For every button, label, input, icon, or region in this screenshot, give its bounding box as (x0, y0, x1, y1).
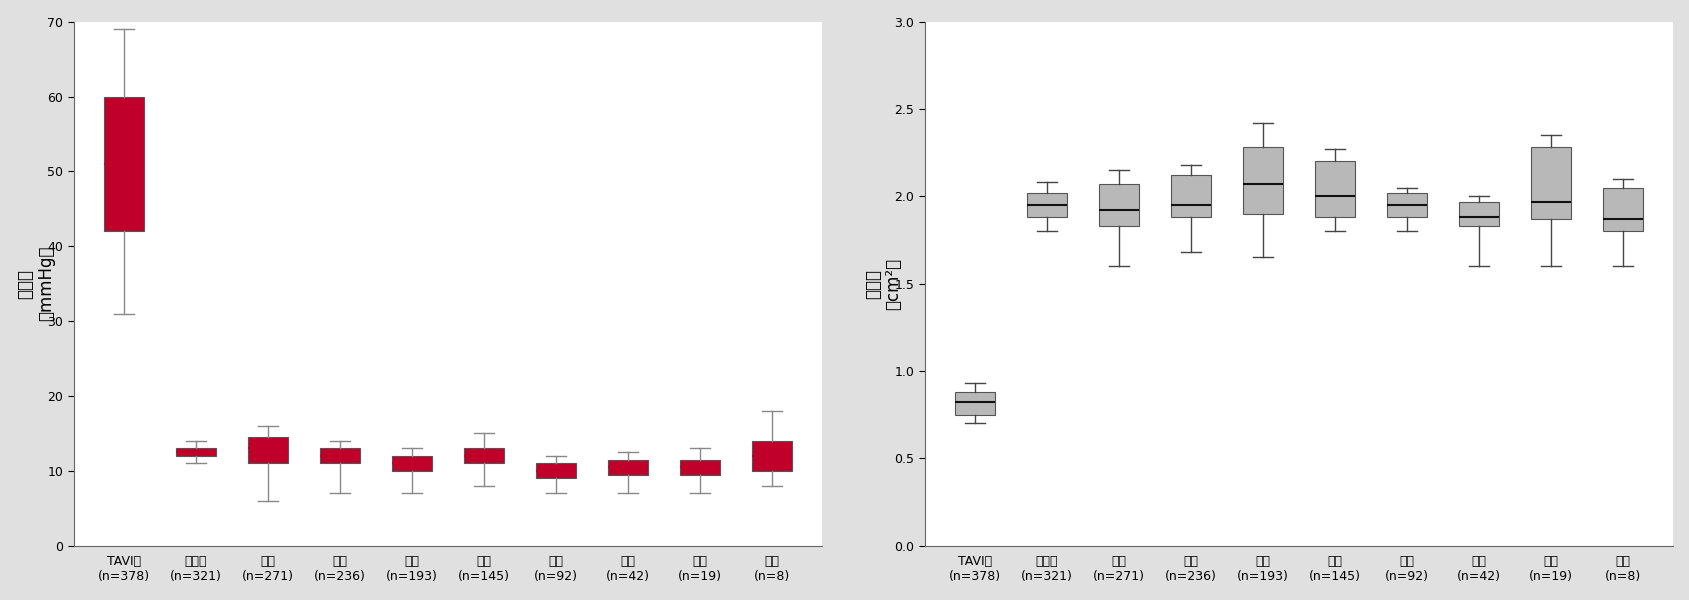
PathPatch shape (752, 441, 790, 471)
PathPatch shape (608, 460, 647, 475)
PathPatch shape (679, 460, 720, 475)
PathPatch shape (1170, 175, 1209, 217)
PathPatch shape (1458, 202, 1498, 226)
PathPatch shape (1530, 148, 1569, 219)
PathPatch shape (1098, 184, 1138, 226)
PathPatch shape (1243, 148, 1282, 214)
Y-axis label: サイズ
（cm²）: サイズ （cm²） (863, 257, 902, 310)
PathPatch shape (105, 97, 144, 231)
Y-axis label: 圧較差
（mmHg）: 圧較差 （mmHg） (17, 246, 56, 322)
PathPatch shape (392, 456, 431, 471)
PathPatch shape (319, 448, 360, 463)
PathPatch shape (176, 448, 216, 456)
PathPatch shape (1603, 188, 1642, 231)
PathPatch shape (1314, 161, 1355, 217)
PathPatch shape (954, 392, 995, 415)
PathPatch shape (248, 437, 287, 463)
PathPatch shape (535, 463, 576, 478)
PathPatch shape (1027, 193, 1066, 217)
PathPatch shape (1387, 193, 1426, 217)
PathPatch shape (464, 448, 503, 463)
